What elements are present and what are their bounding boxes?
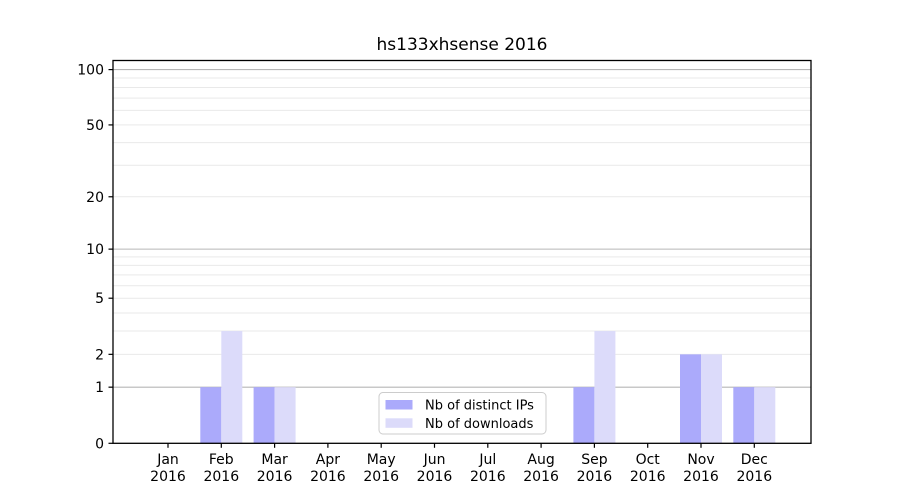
x-tick-label-year-nov: 2016	[683, 469, 719, 485]
legend: Nb of distinct IPs Nb of downloads	[378, 392, 547, 435]
x-tick-label-year-may: 2016	[363, 469, 399, 485]
x-tick-label-month-feb: Feb	[209, 452, 234, 468]
y-tick-label-5: 5	[95, 291, 104, 307]
x-tick-label-month-mar: Mar	[261, 452, 288, 468]
x-tick-label-month-sep: Sep	[581, 452, 608, 468]
bar-dec-downloads	[754, 387, 776, 444]
x-tick-label-month-aug: Aug	[527, 452, 554, 468]
y-tick-label-2: 2	[95, 347, 104, 363]
x-tick-label-year-jul: 2016	[470, 469, 506, 485]
bar-mar-downloads	[274, 387, 296, 444]
tick-labels-layer: 0125102050100Jan2016Feb2016Mar2016Apr201…	[77, 63, 772, 485]
legend-label-downloads: Nb of downloads	[425, 417, 534, 432]
x-tick-label-year-jun: 2016	[417, 469, 453, 485]
legend-swatch-distinct-ips	[385, 400, 413, 410]
legend-label-distinct-ips: Nb of distinct IPs	[425, 399, 534, 414]
x-tick-label-year-jan: 2016	[150, 469, 186, 485]
x-tick-label-month-jun: Jun	[423, 452, 446, 468]
y-tick-label-1: 1	[95, 380, 104, 396]
x-tick-label-year-dec: 2016	[736, 469, 772, 485]
bar-feb-distinct-ips	[200, 387, 222, 444]
bar-mar-distinct-ips	[253, 387, 275, 444]
x-tick-label-month-nov: Nov	[687, 452, 714, 468]
bar-sep-downloads	[594, 331, 616, 444]
y-tick-label-0: 0	[95, 436, 104, 452]
x-tick-label-year-aug: 2016	[523, 469, 559, 485]
y-tick-label-50: 50	[86, 118, 104, 134]
chart-title: hs133xhsense 2016	[377, 35, 548, 55]
y-tick-label-20: 20	[86, 190, 104, 206]
x-tick-label-month-dec: Dec	[741, 452, 768, 468]
gridlines-layer	[113, 69, 811, 388]
x-tick-label-year-oct: 2016	[630, 469, 666, 485]
bar-nov-downloads	[701, 354, 722, 444]
x-tick-label-month-oct: Oct	[636, 452, 661, 468]
x-tick-label-month-jan: Jan	[156, 452, 179, 468]
x-tick-label-year-apr: 2016	[310, 469, 346, 485]
bars-layer	[200, 331, 776, 444]
bar-dec-distinct-ips	[733, 387, 755, 444]
bar-feb-downloads	[221, 331, 243, 444]
bar-nov-distinct-ips	[680, 354, 701, 444]
legend-box	[378, 392, 547, 435]
x-tick-label-year-sep: 2016	[577, 469, 613, 485]
axes-frame-layer	[112, 59, 812, 444]
bar-sep-distinct-ips	[573, 387, 595, 444]
axes-frame	[112, 59, 812, 444]
x-tick-label-month-apr: Apr	[316, 452, 340, 468]
y-tick-label-10: 10	[86, 242, 104, 258]
x-tick-label-year-feb: 2016	[203, 469, 239, 485]
legend-swatch-downloads	[385, 418, 413, 428]
x-tick-label-month-may: May	[367, 452, 396, 468]
x-tick-label-year-mar: 2016	[257, 469, 293, 485]
x-tick-label-month-jul: Jul	[478, 452, 496, 468]
y-tick-label-100: 100	[77, 63, 104, 79]
